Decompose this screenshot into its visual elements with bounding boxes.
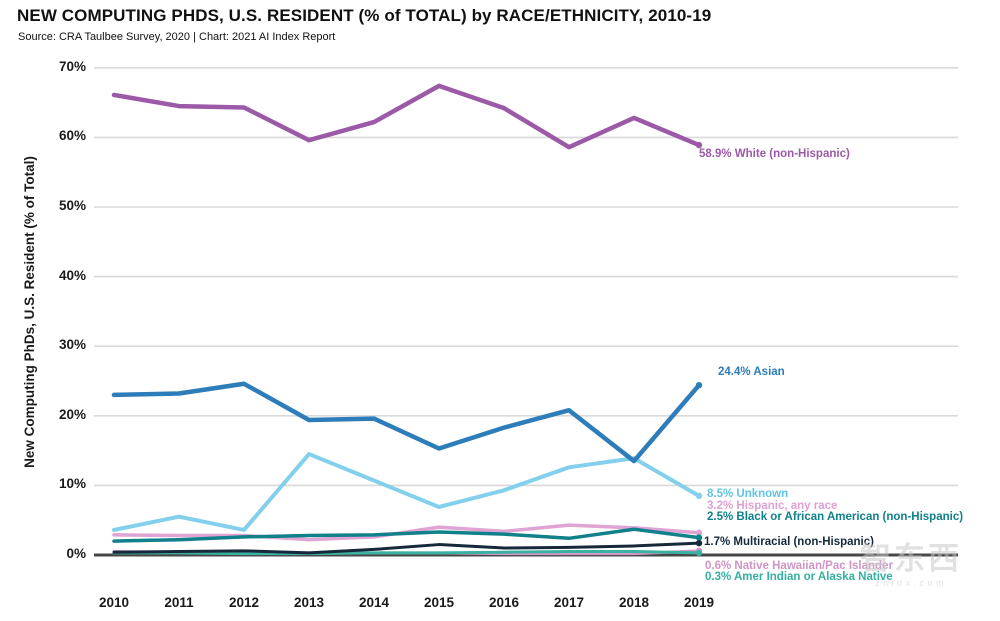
endpoint-black-or-african-american-non-hispanic [695,534,703,541]
line-white-non-hispanic [111,83,702,150]
series-label-unknown: 8.5% Unknown [707,488,789,500]
x-tick-2015: 2015 [423,595,455,610]
endpoint-multiracial-non-hispanic [695,539,703,547]
y-tick-40: 40% [58,267,86,283]
series-label-amer-indian-or-alaska-native: 0.3% Amer Indian or Alaska Native [705,571,893,583]
line-unknown [112,452,701,532]
series-label-hispanic-any-race: 3.2% Hispanic, any race [707,500,838,512]
chart-title: NEW COMPUTING PHDS, U.S. RESIDENT (% of … [17,6,712,25]
y-tick-10: 10% [58,476,86,492]
y-tick-20: 20% [58,406,86,422]
x-tick-2018: 2018 [618,595,650,610]
series-label-black-or-african-american-non-hispanic: 2.5% Black or African American (non-Hisp… [707,511,964,523]
series-label-multiracial-non-hispanic: 1.7% Multiracial (non-Hispanic) [704,536,874,548]
y-tick-60: 60% [58,128,86,144]
x-tick-2014: 2014 [358,595,390,610]
endpoint-white-non-hispanic [695,141,703,149]
y-tick-30: 30% [58,337,86,353]
chart-source-note: Source: CRA Taulbee Survey, 2020 | Chart… [18,31,336,43]
x-tick-2013: 2013 [293,595,325,610]
line-multiracial-non-hispanic [112,541,701,555]
y-tick-0: 0% [66,546,86,561]
y-tick-70: 70% [58,58,86,74]
endpoint-hispanic-any-race [695,529,703,536]
x-tick-2012: 2012 [228,595,260,610]
x-tick-2016: 2016 [488,595,520,610]
x-tick-2017: 2017 [553,595,585,610]
y-tick-50: 50% [58,198,86,213]
endpoint-amer-indian-or-alaska-native [695,549,703,557]
endpoint-unknown [695,492,703,500]
series-label-native-hawaiian-pac-islander: 0.6% Native Hawaiian/Pac Islander [705,560,893,572]
series-label-asian: 24.4% Asian [718,366,785,378]
line-amer-indian-or-alaska-native [112,550,701,556]
x-tick-2011: 2011 [164,595,194,610]
endpoint-asian [695,381,703,389]
x-tick-2019: 2019 [683,595,715,610]
line-asian [111,381,702,464]
series-label-white-non-hispanic: 58.9% White (non-Hispanic) [699,148,850,160]
line-black-or-african-american-non-hispanic [112,527,701,543]
x-tick-2010: 2010 [98,595,130,610]
